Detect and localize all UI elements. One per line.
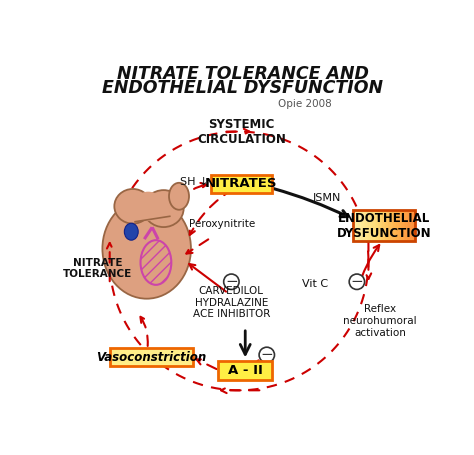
Text: A - II: A - II: [228, 364, 263, 377]
Text: NITRATE
TOLERANCE: NITRATE TOLERANCE: [63, 258, 132, 279]
Bar: [405, 210, 407, 241]
Text: SH ↓: SH ↓: [180, 177, 208, 187]
Bar: [368, 210, 370, 241]
Bar: [379, 210, 381, 241]
Text: ISMN: ISMN: [313, 193, 341, 203]
Bar: [410, 210, 411, 241]
FancyBboxPatch shape: [109, 348, 193, 366]
Bar: [389, 210, 390, 241]
FancyBboxPatch shape: [210, 175, 272, 193]
Ellipse shape: [144, 190, 183, 227]
Bar: [381, 210, 383, 241]
Text: −: −: [260, 348, 273, 362]
Bar: [378, 210, 379, 241]
Bar: [365, 210, 367, 241]
Bar: [367, 210, 368, 241]
Bar: [384, 210, 385, 241]
Text: NITRATES: NITRATES: [205, 177, 278, 191]
Bar: [359, 210, 361, 241]
Bar: [385, 210, 387, 241]
Bar: [401, 210, 402, 241]
Ellipse shape: [124, 223, 138, 240]
Circle shape: [224, 274, 239, 289]
Bar: [409, 210, 410, 241]
Ellipse shape: [114, 189, 151, 223]
Bar: [393, 210, 395, 241]
Text: −: −: [225, 274, 238, 289]
Bar: [355, 210, 356, 241]
Ellipse shape: [102, 198, 191, 298]
Bar: [361, 210, 362, 241]
Bar: [411, 210, 413, 241]
Bar: [373, 210, 374, 241]
FancyBboxPatch shape: [219, 361, 272, 379]
Bar: [358, 210, 359, 241]
Bar: [383, 210, 384, 241]
Bar: [376, 210, 378, 241]
Bar: [372, 210, 373, 241]
Bar: [402, 210, 404, 241]
Text: SYSTEMIC
CIRCULATION: SYSTEMIC CIRCULATION: [197, 117, 286, 146]
Circle shape: [349, 274, 365, 289]
Bar: [399, 210, 401, 241]
Bar: [364, 210, 365, 241]
Bar: [398, 210, 399, 241]
Bar: [404, 210, 405, 241]
Bar: [395, 210, 396, 241]
Text: CARVEDILOL
HYDRALAZINE
ACE INHIBITOR: CARVEDILOL HYDRALAZINE ACE INHIBITOR: [193, 286, 270, 319]
Text: NITRATE TOLERANCE AND: NITRATE TOLERANCE AND: [117, 66, 369, 83]
Text: ENDOTHELIAL DYSFUNCTION: ENDOTHELIAL DYSFUNCTION: [102, 79, 383, 97]
Bar: [413, 210, 415, 241]
Text: ENDOTHELIAL
DYSFUNCTION: ENDOTHELIAL DYSFUNCTION: [337, 212, 431, 239]
Circle shape: [259, 347, 274, 363]
Bar: [396, 210, 398, 241]
Ellipse shape: [169, 183, 189, 210]
Text: Peroxynitrite: Peroxynitrite: [189, 219, 255, 229]
Text: −: −: [350, 274, 363, 289]
Bar: [370, 210, 372, 241]
Bar: [390, 210, 392, 241]
Text: Reflex
neurohumoral
activation: Reflex neurohumoral activation: [343, 304, 417, 338]
Bar: [353, 210, 355, 241]
Text: Vasoconstriction: Vasoconstriction: [96, 351, 206, 364]
Bar: [392, 210, 393, 241]
Bar: [407, 210, 409, 241]
Bar: [374, 210, 376, 241]
Bar: [356, 210, 358, 241]
Ellipse shape: [133, 192, 164, 221]
Bar: [387, 210, 389, 241]
Text: Opie 2008: Opie 2008: [278, 99, 332, 109]
Text: Vit C: Vit C: [302, 279, 328, 289]
Bar: [362, 210, 364, 241]
